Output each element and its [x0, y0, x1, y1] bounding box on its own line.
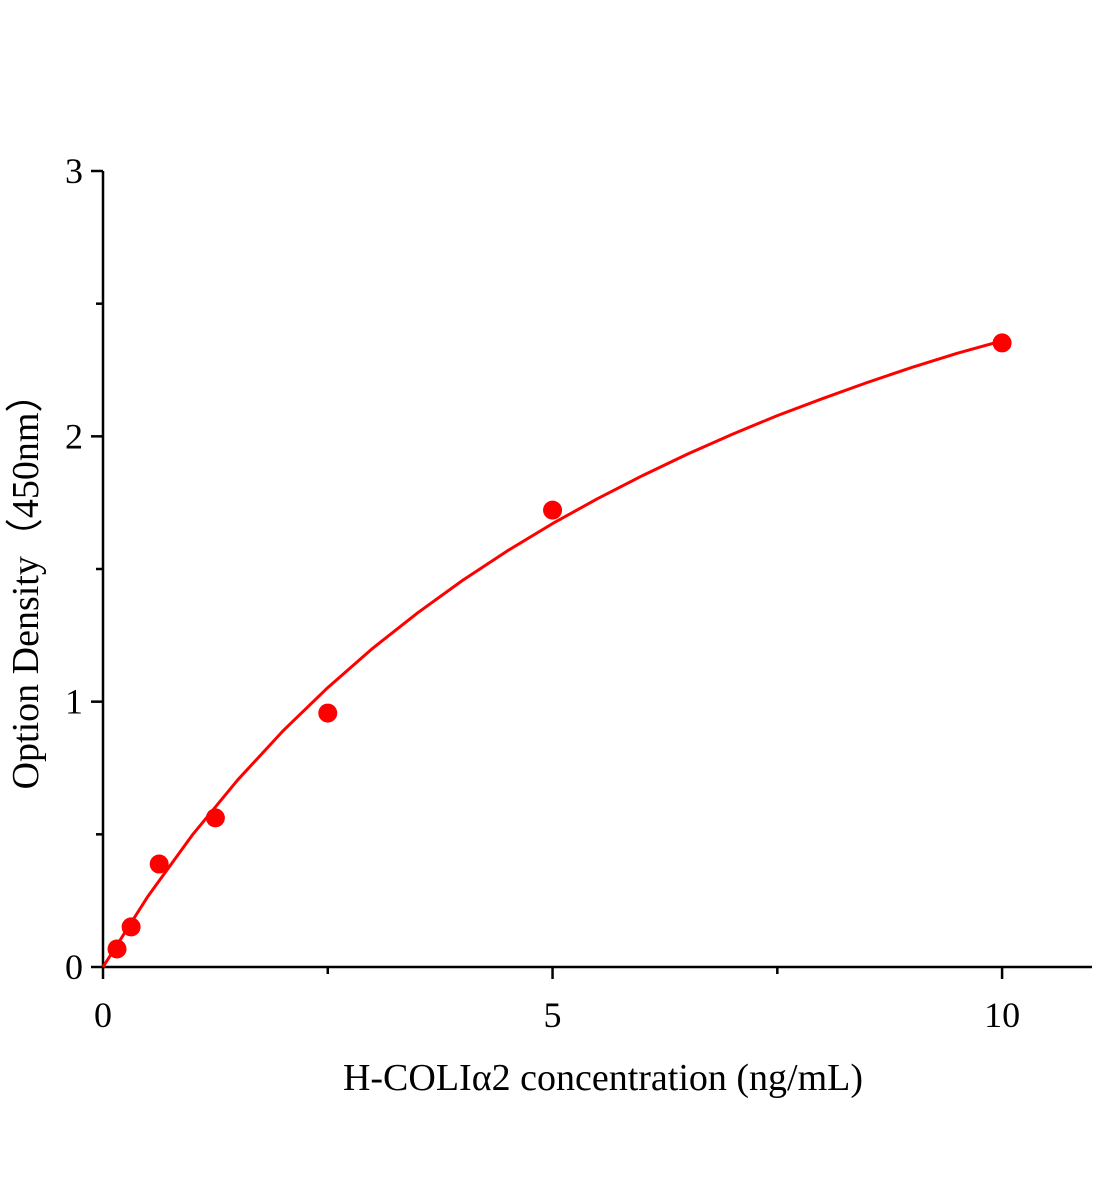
x-axis-label: H-COLIα2 concentration (ng/mL)	[343, 1057, 863, 1099]
plot-area	[101, 333, 1012, 968]
y-tick-label: 0	[65, 947, 83, 987]
x-tick-label: 10	[984, 995, 1020, 1035]
x-tick-label: 0	[94, 995, 112, 1035]
fit-curve	[101, 339, 1003, 968]
x-tick-label: 5	[544, 995, 562, 1035]
data-point	[107, 939, 127, 959]
y-tick-label: 2	[65, 416, 83, 456]
ticks: 0 5 10 0 1 2 3	[65, 151, 1020, 1035]
data-point	[318, 703, 338, 723]
data-point	[149, 854, 169, 874]
y-axis-label: Option Density（450nm）	[5, 375, 47, 790]
data-point	[205, 808, 225, 828]
data-point	[992, 333, 1012, 353]
y-tick-label: 1	[65, 682, 83, 722]
data-point	[121, 917, 141, 937]
y-tick-label: 3	[65, 151, 83, 191]
axes	[101, 171, 1092, 969]
data-point	[543, 500, 563, 520]
